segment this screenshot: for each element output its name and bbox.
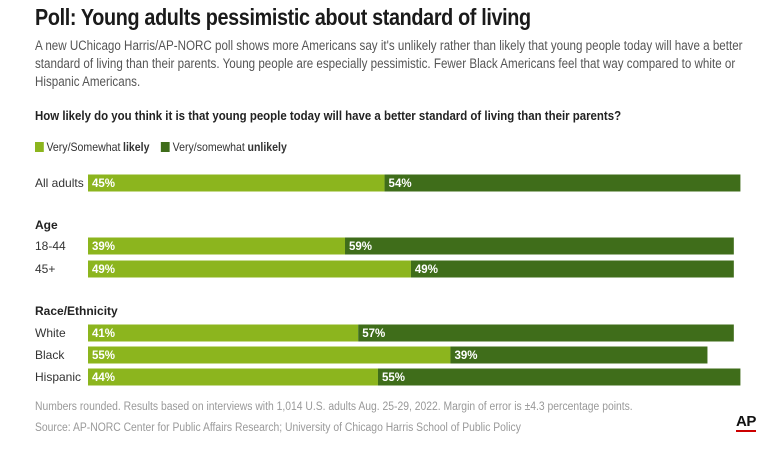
legend-label-likely-strong: likely (123, 140, 150, 154)
value-label-unlikely-white: 57% (362, 328, 385, 340)
value-label-unlikely-black: 39% (454, 350, 477, 362)
group-label-race-ethnicity: Race/Ethnicity (35, 304, 118, 318)
value-label-unlikely-18-44: 59% (349, 241, 372, 253)
category-label-white: White (35, 326, 66, 340)
category-label-black: Black (35, 348, 65, 362)
value-label-likely-all-adults: 45% (92, 178, 115, 190)
bar-likely-hispanic (88, 368, 378, 386)
value-label-likely-white: 41% (92, 328, 115, 340)
bar-unlikely-45 (410, 260, 734, 278)
bar-likely-18-44 (88, 237, 346, 255)
source-note: Source: AP-NORC Center for Public Affair… (35, 422, 521, 434)
category-label-45: 45+ (35, 262, 55, 276)
value-label-unlikely-all-adults: 54% (389, 178, 412, 190)
bar-unlikely-18-44 (345, 237, 734, 255)
bar-likely-all-adults (88, 174, 385, 192)
bar-unlikely-all-adults (384, 174, 741, 192)
value-label-likely-black: 55% (92, 350, 115, 362)
legend: Very/Somewhat likely Very/somewhat unlik… (35, 140, 296, 155)
legend-label-likely-prefix: Very/Somewhat (46, 140, 121, 154)
value-label-unlikely-45: 49% (415, 264, 438, 276)
methodology-note: Numbers rounded. Results based on interv… (35, 401, 633, 413)
legend-label-unlikely-strong: unlikely (247, 140, 287, 154)
chart-notes: Numbers rounded. Results based on interv… (35, 397, 633, 439)
legend-label-unlikely-prefix: Very/somewhat (172, 140, 245, 154)
bar-likely-45 (88, 260, 411, 278)
value-label-likely-45: 49% (92, 264, 115, 276)
bar-likely-black (88, 346, 451, 364)
bar-likely-white (88, 324, 359, 342)
group-label-age: Age (35, 218, 58, 232)
legend-swatch-unlikely (161, 142, 171, 152)
legend-swatch-likely (35, 142, 44, 152)
bar-unlikely-hispanic (377, 368, 741, 386)
category-label-18-44: 18-44 (35, 239, 66, 253)
legend-item-likely: Very/Somewhat likely (35, 140, 149, 154)
value-label-likely-hispanic: 44% (92, 372, 115, 384)
legend-item-unlikely: Very/somewhat unlikely (161, 140, 287, 154)
poll-question: How likely do you think it is that young… (35, 108, 622, 123)
bar-unlikely-white (358, 324, 734, 342)
value-label-unlikely-hispanic: 55% (382, 372, 405, 384)
bar-unlikely-black (450, 346, 708, 364)
category-label-all-adults: All adults (35, 176, 84, 190)
chart-title: Poll: Young adults pessimistic about sta… (35, 4, 531, 30)
value-label-likely-18-44: 39% (92, 241, 115, 253)
category-label-hispanic: Hispanic (35, 370, 81, 384)
chart-subtitle: A new UChicago Harris/AP-NORC poll shows… (35, 38, 743, 89)
ap-logo: AP (736, 413, 756, 432)
